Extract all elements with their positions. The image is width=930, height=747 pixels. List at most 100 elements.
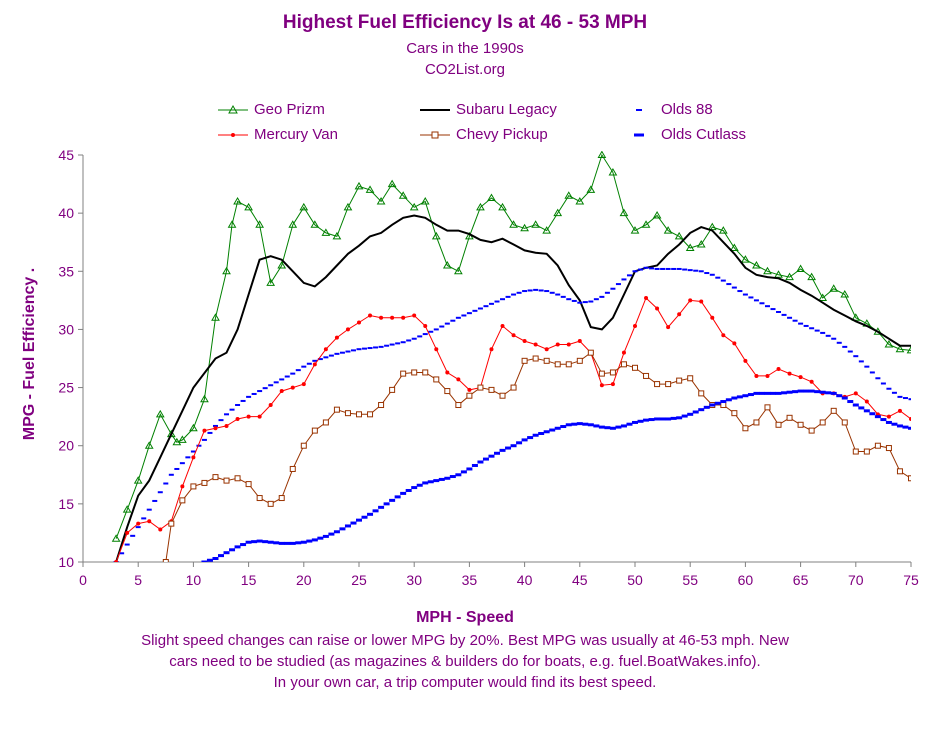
y-tick-label: 40 (58, 205, 74, 221)
mercury-van-point (279, 389, 284, 394)
geo-prizm-point (564, 191, 574, 199)
chevy-pickup-point (808, 427, 815, 434)
caption-line-2: cars need to be studied (as magazines & … (169, 653, 761, 670)
legend-olds-cutlass-swatch (634, 133, 644, 136)
geo-prizm-point (785, 272, 794, 281)
mercury-van-point (721, 333, 726, 338)
geo-prizm-point (122, 505, 132, 513)
geo-prizm-point (155, 409, 165, 418)
chevy-pickup-point (378, 402, 385, 409)
mercury-van-point (610, 382, 615, 387)
y-axis-label: MPG - Fuel Efficiency . (21, 267, 38, 441)
chevy-pickup-point (620, 361, 627, 368)
geo-prizm-line (115, 153, 911, 539)
chevy-pickup-point (300, 442, 307, 449)
chevy-pickup-point (510, 384, 517, 391)
series-group (111, 151, 911, 562)
y-tick-label: 10 (58, 554, 74, 570)
chevy-pickup-point (874, 442, 881, 449)
mercury-van-point (191, 455, 196, 460)
geo-prizm-point (343, 202, 353, 211)
legend-geo-prizm-swatch (218, 104, 248, 113)
mercury-van-point (290, 385, 295, 390)
x-tick-label: 55 (682, 572, 698, 588)
caption-line-1: Slight speed changes can raise or lower … (141, 632, 789, 649)
chevy-pickup-point (477, 384, 484, 391)
mercury-van-point (180, 484, 185, 489)
geo-prizm-point (542, 226, 552, 234)
chevy-pickup-point (256, 495, 263, 502)
x-tick-label: 35 (462, 572, 478, 588)
x-tick-label: 75 (903, 572, 919, 588)
geo-prizm-point (718, 226, 728, 234)
mercury-van-point (423, 323, 428, 328)
mercury-van-point (909, 416, 911, 421)
y-tick-label: 35 (58, 263, 74, 279)
geo-prizm-point (111, 534, 121, 542)
chevy-pickup-point (400, 370, 407, 377)
geo-prizm-point (133, 476, 143, 484)
mercury-van-point (533, 342, 538, 347)
x-tick-label: 20 (296, 572, 312, 588)
mercury-van-point (456, 377, 461, 382)
chevy-pickup-point (863, 448, 870, 455)
mercury-van-point (257, 414, 262, 419)
chevy-pickup-point (643, 372, 650, 379)
geo-prizm-point (387, 179, 397, 188)
chevy-pickup-point (731, 410, 738, 417)
geo-prizm-point (895, 344, 905, 353)
chevy-pickup-point (598, 370, 605, 377)
mercury-van-point (401, 315, 406, 320)
chevy-pickup-point (786, 414, 793, 421)
mercury-van-point (566, 342, 571, 347)
legend-chevy-pickup-label: Chevy Pickup (456, 126, 548, 143)
y-tick-label: 30 (58, 321, 74, 337)
geo-prizm-point (608, 167, 618, 176)
mercury-van-point (599, 383, 604, 388)
geo-prizm-point (630, 226, 640, 234)
geo-prizm-point (553, 208, 563, 217)
chevy-pickup-point (676, 377, 683, 384)
chevy-pickup-point (720, 402, 727, 409)
geo-prizm-point (332, 231, 342, 240)
mercury-van-point (743, 358, 748, 363)
chevy-pickup-point (212, 474, 219, 481)
geo-prizm-point (189, 423, 198, 432)
geo-prizm-point (144, 441, 154, 449)
mercury-van-point (334, 335, 339, 340)
mercury-van-point (897, 408, 902, 413)
chevy-pickup-point (162, 559, 169, 562)
mercury-van-point (798, 375, 803, 380)
chevy-pickup-point (234, 475, 241, 482)
mercury-van-point (268, 403, 273, 408)
geo-prizm-point (420, 197, 430, 205)
y-tick-label: 20 (58, 438, 74, 454)
chevy-pickup-point (687, 375, 694, 382)
geo-prizm-point (310, 220, 320, 228)
mercury-van-point (699, 299, 704, 304)
chevy-pickup-point (466, 392, 473, 399)
mercury-van-point (357, 320, 361, 325)
mercury-van-point (765, 373, 770, 378)
legend-subaru-legacy: Subaru Legacy (420, 101, 557, 118)
x-tick-label: 10 (186, 572, 202, 588)
mercury-van-point (235, 416, 240, 421)
chevy-pickup-point (201, 479, 208, 486)
caption-line-3: In your own car, a trip computer would f… (273, 674, 657, 691)
geo-prizm-point (227, 220, 237, 228)
geo-prizm-point (619, 208, 629, 217)
mercury-van-point (114, 560, 119, 562)
geo-prizm-point (354, 181, 364, 190)
geo-prizm-point (741, 255, 750, 263)
mercury-van-point (655, 306, 660, 311)
legend-mercury-van-swatch (218, 132, 248, 137)
x-axis-label: MPH - Speed (416, 609, 514, 626)
chevy-pickup-point (532, 355, 539, 362)
legend-olds-cutlass: Olds Cutlass (625, 126, 746, 143)
x-tick-label: 0 (79, 572, 87, 588)
geo-prizm-point (211, 313, 220, 321)
legend-mercury-van-label: Mercury Van (254, 126, 338, 143)
geo-prizm-point (233, 197, 242, 205)
chevy-pickup-point (753, 419, 760, 426)
chevy-pickup-point (797, 421, 804, 428)
